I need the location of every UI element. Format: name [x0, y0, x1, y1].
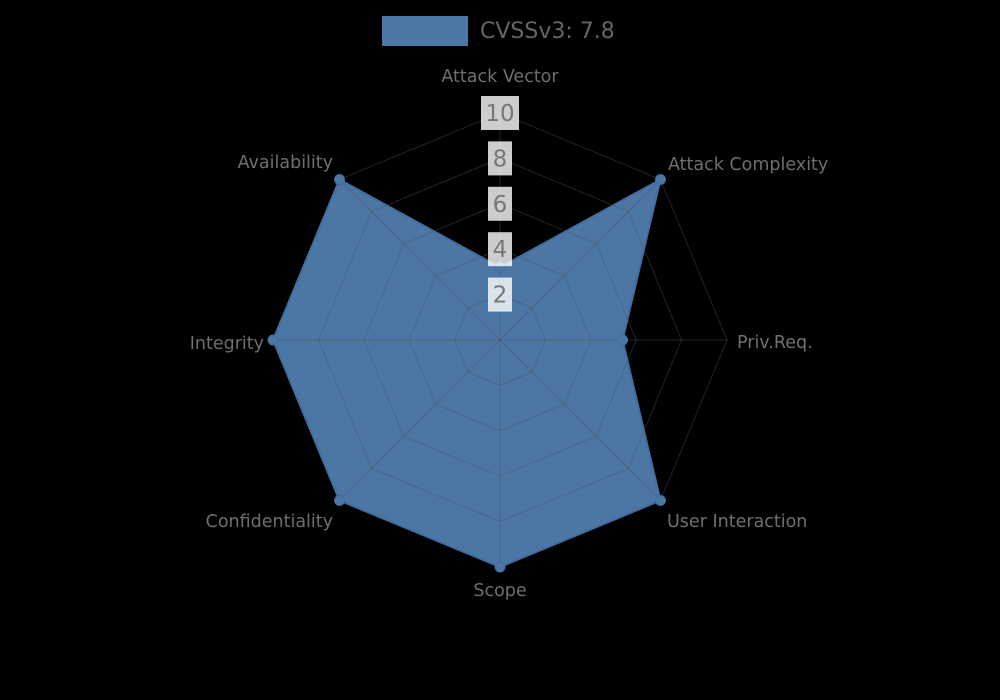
grid-spoke-5 — [339, 339, 501, 501]
axis-label-attack-complexity: Attack Complexity — [668, 155, 828, 175]
chart-legend: CVSSv3: 7.8 — [382, 16, 615, 46]
radar-vertex-marker-2 — [617, 334, 629, 346]
tick-box-2 — [488, 277, 512, 312]
tick-label-10: 10 — [485, 101, 514, 127]
tick-box-10 — [481, 96, 519, 130]
tick-box-6 — [488, 186, 512, 221]
grid-spoke-7 — [339, 179, 501, 341]
axis-label-user-interaction: User Interaction — [667, 512, 807, 532]
axis-label-availability: Availability — [238, 153, 333, 173]
radar-vertex-marker-4 — [494, 561, 506, 573]
axis-label-scope: Scope — [473, 581, 526, 601]
grid-spoke-1 — [499, 179, 661, 341]
tick-label-6: 6 — [493, 192, 508, 218]
axis-label-priv-req: Priv.Req. — [737, 333, 813, 353]
tick-label-8: 8 — [493, 146, 508, 172]
grid-spoke-3 — [499, 339, 661, 501]
tick-box-4 — [488, 232, 512, 267]
legend-label: CVSSv3: 7.8 — [480, 18, 615, 44]
legend-swatch — [382, 16, 468, 46]
tick-box-8 — [488, 141, 512, 176]
axis-label-integrity: Integrity — [190, 334, 264, 354]
grid-ring-6 — [363, 203, 637, 477]
radar-vertex-marker-6 — [267, 334, 279, 346]
tick-label-2: 2 — [493, 283, 508, 309]
radar-vertex-marker-1 — [655, 174, 666, 185]
grid-ring-2 — [453, 293, 547, 387]
radar-series-area — [273, 179, 661, 567]
grid-ring-8 — [317, 157, 683, 523]
grid-ring-4 — [408, 248, 592, 432]
radar-vertex-marker-7 — [334, 174, 345, 185]
radar-vertex-marker-5 — [334, 495, 345, 506]
tick-label-4: 4 — [493, 237, 508, 263]
axis-label-attack-vector: Attack Vector — [441, 67, 559, 87]
axis-label-confidentiality: Confidentiality — [206, 512, 333, 532]
radar-vertex-marker-3 — [655, 495, 666, 506]
